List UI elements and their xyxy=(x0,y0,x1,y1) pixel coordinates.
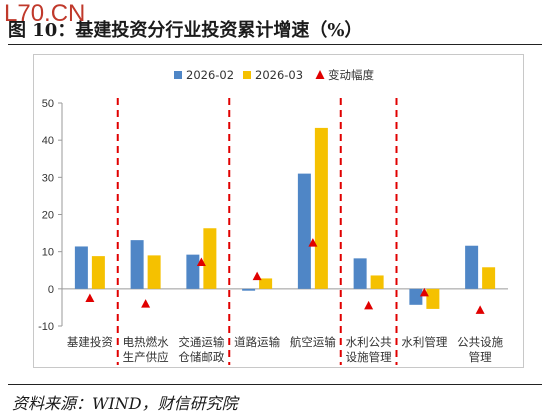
legend-swatch-1 xyxy=(243,71,251,79)
change-marker-5 xyxy=(364,300,374,310)
y-tick-label-6: 50 xyxy=(42,98,54,110)
bar-series1-5 xyxy=(353,258,367,289)
watermark: L70.CN xyxy=(4,0,86,27)
y-tick-label-2: 10 xyxy=(42,247,54,259)
y-tick-label-5: 40 xyxy=(42,135,54,147)
bar-series2-6 xyxy=(426,288,440,309)
bar-series2-0 xyxy=(91,256,105,289)
bar-series1-4 xyxy=(297,173,311,289)
figure-title: 图 10：基建投资分行业投资累计增速（%） xyxy=(8,20,363,41)
bar-series1-6 xyxy=(409,288,423,305)
change-marker-7 xyxy=(475,305,485,314)
bar-series1-7 xyxy=(465,245,479,289)
bar-series2-1 xyxy=(147,255,161,289)
x-tick-label-4: 航空运输 xyxy=(290,335,336,349)
legend-label-1: 2026-03 xyxy=(255,68,303,82)
y-tick-label-3: 20 xyxy=(42,210,54,222)
change-marker-6 xyxy=(419,287,429,297)
x-tick-label-7: 公共设施管理 xyxy=(457,335,503,364)
bar-series1-1 xyxy=(130,240,144,289)
x-tick-label-5: 水利公共设施管理 xyxy=(346,335,392,364)
legend-label-2: 变动幅度 xyxy=(328,68,374,82)
top-rule xyxy=(8,44,542,45)
bottom-rule xyxy=(8,384,542,385)
y-tick-label-0: -10 xyxy=(38,321,54,333)
bar-series2-5 xyxy=(370,275,384,289)
source-note: 资料来源：WIND，财信研究院 xyxy=(12,394,238,413)
bar-series1-2 xyxy=(186,254,200,289)
x-tick-label-0: 基建投资 xyxy=(67,335,113,349)
x-tick-label-2: 交通运输仓储邮政 xyxy=(178,335,224,364)
chart-frame xyxy=(33,54,524,368)
bar-series2-2 xyxy=(203,228,217,289)
x-tick-label-3: 道路运输 xyxy=(234,335,280,349)
bar-series2-4 xyxy=(314,127,328,289)
change-marker-2 xyxy=(196,257,206,266)
bar-series2-3 xyxy=(259,278,273,289)
change-marker-3 xyxy=(252,271,262,281)
legend-swatch-2 xyxy=(315,70,325,79)
x-tick-label-1: 电热燃水生产供应 xyxy=(123,335,169,364)
legend-swatch-0 xyxy=(174,71,182,79)
x-tick-label-6: 水利管理 xyxy=(401,335,447,349)
y-tick-label-1: 0 xyxy=(48,284,54,296)
legend-label-0: 2026-02 xyxy=(186,68,234,82)
change-marker-1 xyxy=(141,299,151,308)
bar-series1-0 xyxy=(74,246,88,289)
bar-series1-3 xyxy=(242,288,256,291)
change-marker-4 xyxy=(308,238,318,247)
change-marker-0 xyxy=(85,293,95,302)
y-tick-label-4: 30 xyxy=(42,172,54,184)
bar-series2-7 xyxy=(482,267,496,289)
